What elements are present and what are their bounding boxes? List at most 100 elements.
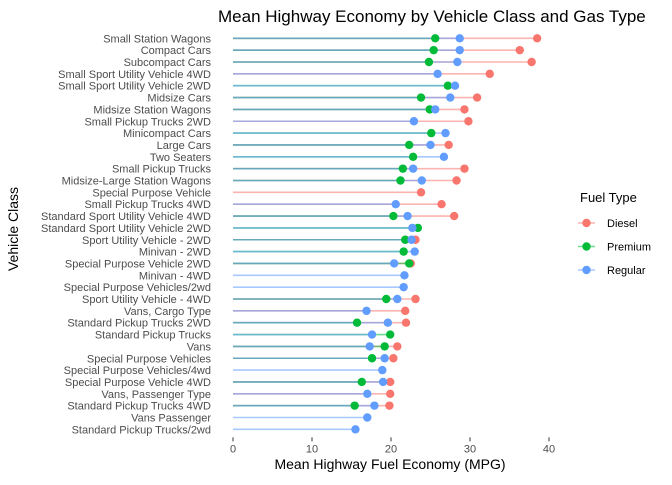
legend-title: Fuel Type [580, 190, 637, 205]
point-premium-midsize-cars [417, 93, 425, 101]
x-axis-title: Mean Highway Fuel Economy (MPG) [274, 456, 505, 472]
chart-title: Mean Highway Economy by Vehicle Class an… [218, 7, 646, 26]
category-label-minivan-2wd: Minivan - 2WD [139, 247, 211, 259]
category-label-midsize-large-station-wagons: Midsize-Large Station Wagons [62, 176, 212, 188]
legend-key-point-regular [582, 266, 590, 274]
point-regular-standard-pickup-trucks [368, 330, 376, 338]
point-regular-small-station-wagons [456, 34, 464, 42]
y-axis-title: Vehicle Class [5, 187, 21, 271]
point-regular-vans [365, 342, 373, 350]
point-regular-special-purpose-vehicle-2wd [390, 259, 398, 267]
point-regular-special-purpose-vehicles-4wd [378, 366, 386, 374]
point-premium-subcompact-cars [425, 58, 433, 66]
point-regular-sport-utility-vehicle-4wd [393, 295, 401, 303]
point-regular-special-purpose-vehicles [380, 354, 388, 362]
point-regular-vans-cargo-type [362, 307, 370, 315]
point-diesel-standard-sport-utility-vehicle-4wd [450, 212, 458, 220]
point-regular-standard-pickup-trucks-2wd [351, 425, 359, 433]
point-regular-small-sport-utility-vehicle-4wd [433, 70, 441, 78]
point-regular-large-cars [426, 141, 434, 149]
category-label-vans-passenger-type: Vans, Passenger Type [101, 389, 211, 401]
point-diesel-small-pickup-trucks-4wd [437, 200, 445, 208]
point-premium-special-purpose-vehicles [368, 354, 376, 362]
category-label-midsize-station-wagons: Midsize Station Wagons [93, 104, 211, 116]
category-label-special-purpose-vehicles-2wd: Special Purpose Vehicles/2wd [64, 282, 211, 294]
category-label-standard-pickup-trucks: Standard Pickup Trucks [95, 330, 212, 342]
point-regular-small-pickup-trucks-4wd [392, 200, 400, 208]
category-label-vans-passenger: Vans Passenger [131, 413, 211, 425]
point-diesel-special-purpose-vehicle [417, 188, 425, 196]
point-regular-two-seaters [440, 153, 448, 161]
point-premium-special-purpose-vehicle-4wd [358, 378, 366, 386]
point-premium-small-station-wagons [431, 34, 439, 42]
category-label-special-purpose-vehicle-4wd: Special Purpose Vehicle 4WD [65, 377, 211, 389]
point-premium-minicompact-cars [427, 129, 435, 137]
category-label-minivan-4wd: Minivan - 4WD [139, 270, 211, 282]
x-tick-label-20: 20 [385, 443, 397, 455]
legend-label-regular: Regular [607, 265, 646, 277]
point-diesel-midsize-large-station-wagons [452, 176, 460, 184]
point-diesel-small-pickup-trucks [460, 164, 468, 172]
point-premium-minivan-2wd [399, 247, 407, 255]
point-regular-compact-cars [456, 46, 464, 54]
category-label-large-cars: Large Cars [157, 140, 212, 152]
category-label-small-pickup-trucks: Small Pickup Trucks [112, 164, 212, 176]
point-diesel-standard-pickup-trucks-2wd [402, 319, 410, 327]
point-premium-small-pickup-trucks [399, 164, 407, 172]
point-premium-compact-cars [429, 46, 437, 54]
point-diesel-small-sport-utility-vehicle-4wd [486, 70, 494, 78]
point-diesel-sport-utility-vehicle-4wd [411, 295, 419, 303]
point-diesel-vans [393, 342, 401, 350]
x-tick-label-40: 40 [543, 443, 555, 455]
point-premium-standard-pickup-trucks-2wd [353, 319, 361, 327]
category-label-minicompact-cars: Minicompact Cars [123, 128, 212, 140]
point-regular-standard-pickup-trucks-4wd [370, 401, 378, 409]
point-diesel-small-pickup-trucks-2wd [464, 117, 472, 125]
category-label-small-sport-utility-vehicle-2wd: Small Sport Utility Vehicle 2WD [58, 81, 211, 93]
point-regular-midsize-station-wagons [431, 105, 439, 113]
point-diesel-midsize-station-wagons [460, 105, 468, 113]
category-label-standard-pickup-trucks-4wd: Standard Pickup Trucks 4WD [67, 401, 211, 413]
category-label-sport-utility-vehicle-2wd: Sport Utility Vehicle - 2WD [82, 235, 211, 247]
category-label-vans-cargo-type: Vans, Cargo Type [124, 306, 211, 318]
point-regular-small-pickup-trucks-2wd [410, 117, 418, 125]
category-label-midsize-cars: Midsize Cars [147, 93, 211, 105]
category-label-sport-utility-vehicle-4wd: Sport Utility Vehicle - 4WD [82, 294, 211, 306]
point-regular-midsize-large-station-wagons [418, 176, 426, 184]
point-layer [350, 34, 541, 433]
point-premium-standard-pickup-trucks-4wd [350, 401, 358, 409]
point-regular-sport-utility-vehicle-2wd [407, 236, 415, 244]
x-tick-label-30: 30 [464, 443, 476, 455]
point-premium-large-cars [405, 141, 413, 149]
x-tick-label-0: 0 [230, 443, 236, 455]
point-regular-standard-sport-utility-vehicle-4wd [403, 212, 411, 220]
point-premium-standard-sport-utility-vehicle-4wd [389, 212, 397, 220]
category-label-two-seaters: Two Seaters [150, 152, 212, 164]
point-regular-minivan-4wd [400, 271, 408, 279]
point-diesel-vans-passenger-type [386, 390, 394, 398]
point-diesel-vans-cargo-type [401, 307, 409, 315]
point-diesel-small-station-wagons [533, 34, 541, 42]
point-regular-midsize-cars [446, 93, 454, 101]
point-premium-standard-pickup-trucks [386, 330, 394, 338]
point-diesel-special-purpose-vehicles [389, 354, 397, 362]
point-regular-small-pickup-trucks [409, 164, 417, 172]
category-label-special-purpose-vehicles-4wd: Special Purpose Vehicles/4wd [64, 365, 211, 377]
category-label-small-sport-utility-vehicle-4wd: Small Sport Utility Vehicle 4WD [58, 69, 211, 81]
point-regular-subcompact-cars [453, 58, 461, 66]
point-premium-two-seaters [409, 153, 417, 161]
category-label-special-purpose-vehicle-2wd: Special Purpose Vehicle 2WD [65, 258, 211, 270]
category-label-special-purpose-vehicles: Special Purpose Vehicles [87, 353, 212, 365]
point-regular-standard-pickup-trucks-2wd [384, 319, 392, 327]
category-label-small-pickup-trucks-2wd: Small Pickup Trucks 2WD [84, 116, 211, 128]
category-label-standard-sport-utility-vehicle-4wd: Standard Sport Utility Vehicle 4WD [41, 211, 211, 223]
point-diesel-standard-pickup-trucks-4wd [385, 401, 393, 409]
category-label-vans: Vans [187, 341, 212, 353]
category-label-standard-sport-utility-vehicle-2wd: Standard Sport Utility Vehicle 2WD [41, 223, 211, 235]
point-regular-special-purpose-vehicle-4wd [379, 378, 387, 386]
legend-label-diesel: Diesel [607, 218, 638, 230]
point-diesel-compact-cars [516, 46, 524, 54]
category-label-subcompact-cars: Subcompact Cars [124, 57, 212, 69]
